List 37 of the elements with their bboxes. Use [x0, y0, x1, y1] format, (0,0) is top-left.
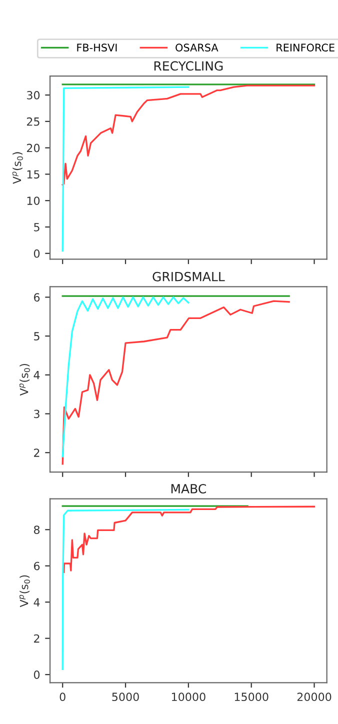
y-tick-label: 10 [27, 196, 40, 205]
y-tick-label: 0 [34, 249, 40, 258]
legend-label: OSARSA [176, 44, 218, 52]
y-tick-label: 20 [26, 144, 40, 152]
y-tick-label: 4 [34, 371, 40, 380]
x-tick-label: 15000 [234, 692, 268, 702]
chart-title: MABC [171, 484, 206, 494]
line-series [62, 84, 316, 186]
x-tick-label: 10000 [172, 692, 206, 702]
y-axis-title: V$^{p}$(s$_{0}$) [19, 364, 30, 396]
y-tick-label: 0 [34, 670, 40, 679]
line-series [62, 86, 190, 252]
legend-label: FB-HSVI [77, 44, 117, 52]
line-series [62, 300, 290, 465]
x-tick-label: 20000 [297, 692, 332, 702]
y-tick-label: 6 [34, 293, 40, 302]
y-tick-label: 6 [34, 562, 40, 570]
y-axis-title: V$^{p}$(s$_{0}$) [12, 152, 23, 184]
line-series [62, 508, 190, 670]
x-tick-label: 5000 [112, 692, 139, 702]
y-tick-label: 2 [34, 448, 40, 457]
y-tick-label: 4 [34, 598, 40, 606]
y-tick-label: 5 [34, 332, 40, 340]
y-tick-label: 3 [34, 410, 40, 418]
y-tick-label: 25 [26, 117, 40, 126]
y-tick-label: 5 [34, 223, 40, 232]
line-series [63, 506, 316, 574]
y-tick-label: 8 [34, 526, 40, 534]
legend-label: REINFORCE [276, 44, 334, 52]
y-tick-label: 2 [34, 634, 40, 643]
y-axis-title: V$^{p}$(s$_{0}$) [19, 575, 30, 608]
line-series [62, 296, 190, 458]
x-tick-label: 0 [60, 692, 66, 702]
y-tick-label: 15 [27, 170, 40, 179]
chart-title: GRIDSMALL [152, 272, 225, 282]
chart-title: RECYCLING [154, 61, 223, 71]
y-tick-label: 30 [27, 91, 40, 100]
